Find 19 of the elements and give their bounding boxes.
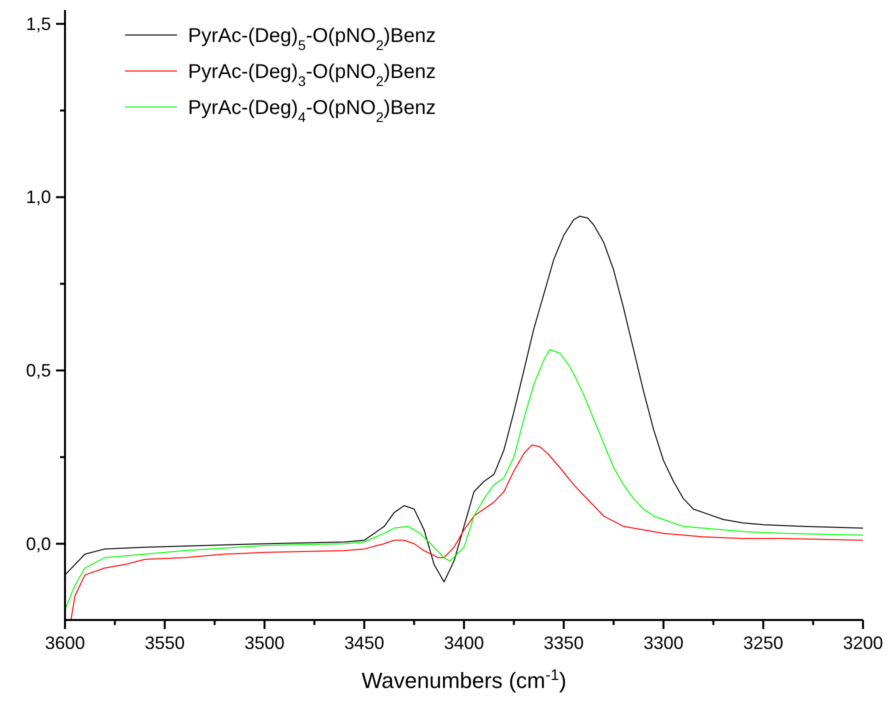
y-tick-label: 1,0 (26, 187, 51, 208)
line-series (70, 444, 864, 620)
x-tick-label: 3600 (44, 633, 86, 653)
y-tick-label: 0,5 (26, 360, 51, 380)
x-tick-label: 3200 (842, 633, 884, 653)
line-series (64, 349, 864, 610)
x-tick-label: 3300 (643, 633, 684, 653)
legend-label: PyrAc-(Deg)$_{4}$-O(pNO$_{2}$)Benz (188, 97, 436, 125)
x-tick-label: 3400 (444, 633, 484, 653)
x-axis-title: Wavenumbers (cm$^{-1}$) (362, 666, 566, 693)
x-tick-label: 3350 (544, 633, 584, 653)
x-tick-label: 3450 (344, 633, 384, 653)
y-tick-label: 1,5 (26, 14, 51, 34)
x-tick-label: 3550 (144, 633, 185, 653)
y-tick-label: 0,0 (26, 534, 51, 554)
x-tick-label: 3250 (743, 633, 784, 653)
x-tick-label: 3500 (244, 633, 285, 653)
legend-label: PyrAc-(Deg)$_{5}$-O(pNO$_{2}$)Benz (188, 25, 436, 53)
legend-label: PyrAc-(Deg)$_{3}$-O(pNO$_{2}$)Benz (188, 61, 436, 89)
